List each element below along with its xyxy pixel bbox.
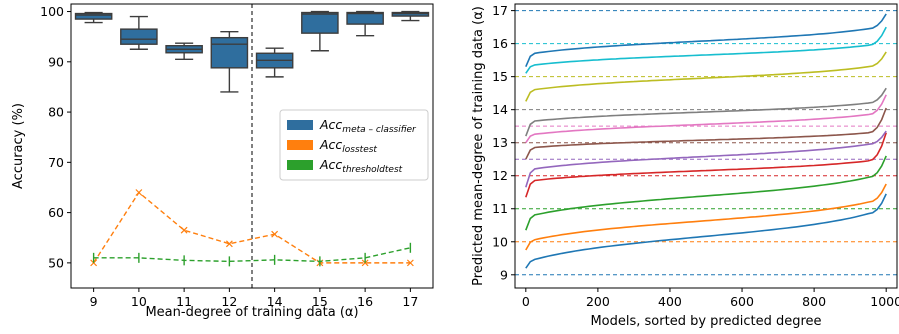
- curve-11: [526, 156, 886, 230]
- curve-9: [526, 194, 886, 268]
- y-tick-label: 90: [48, 54, 64, 69]
- box-body: [302, 13, 338, 34]
- box-15: [302, 12, 338, 51]
- legend: Accmeta – classifierAcclosstestAccthresh…: [280, 110, 428, 180]
- y-tick-label: 9: [500, 267, 508, 282]
- x-tick-label: 16: [357, 294, 373, 309]
- curve-17: [526, 14, 886, 67]
- x-tick-label: 400: [658, 294, 682, 309]
- y-tick-label: 17: [492, 3, 508, 18]
- box-14: [257, 48, 293, 77]
- legend-swatch: [287, 120, 313, 130]
- y-tick-label: 70: [48, 155, 64, 170]
- y-tick-label: 15: [492, 69, 508, 84]
- box-10: [121, 17, 157, 50]
- y-axis-label: Accuracy (%): [11, 103, 26, 189]
- y-tick-label: 50: [48, 255, 64, 270]
- curve-10: [526, 184, 886, 250]
- y-tick-label: 60: [48, 205, 64, 220]
- box-11: [166, 43, 202, 59]
- loss-point: [136, 189, 142, 195]
- y-tick-label: 80: [48, 105, 64, 120]
- x-tick-label: 600: [730, 294, 754, 309]
- y-tick-label: 10: [492, 234, 508, 249]
- x-tick-label: 0: [522, 294, 530, 309]
- x-tick-label: 800: [802, 294, 826, 309]
- curve-14: [526, 88, 886, 136]
- y-tick-label: 100: [40, 4, 64, 19]
- x-tick-label: 17: [402, 294, 418, 309]
- plot-frame: [515, 4, 897, 288]
- x-axis-label: Mean-degree of training data (α): [145, 305, 358, 320]
- legend-swatch: [287, 140, 313, 150]
- line-plot-panel: 9 10 11 12 13 14 15 16 17 0 200 400 600 800 1000 Models…: [471, 3, 899, 329]
- legend-swatch: [287, 160, 313, 170]
- x-axis-label: Models, sorted by predicted degree: [590, 314, 821, 329]
- y-tick-label: 11: [492, 201, 508, 216]
- y-axis-label: Predicted mean-degree of training data (…: [471, 6, 486, 286]
- y-tick-label: 14: [492, 102, 508, 117]
- y-tick-label: 13: [492, 135, 508, 150]
- box-body: [211, 38, 247, 68]
- y-tick-label: 16: [492, 36, 508, 51]
- x-tick-label: 1000: [870, 294, 899, 309]
- box-body: [121, 29, 157, 44]
- box-16: [347, 12, 383, 36]
- curve-13: [526, 108, 886, 159]
- box-12: [211, 32, 247, 92]
- box-body: [347, 13, 383, 25]
- x-tick-label: 9: [90, 294, 98, 309]
- x-tick-label: 200: [586, 294, 610, 309]
- y-tick-label: 12: [492, 168, 508, 183]
- box-9: [76, 13, 112, 23]
- box-17: [392, 12, 428, 21]
- curve-16: [526, 27, 886, 73]
